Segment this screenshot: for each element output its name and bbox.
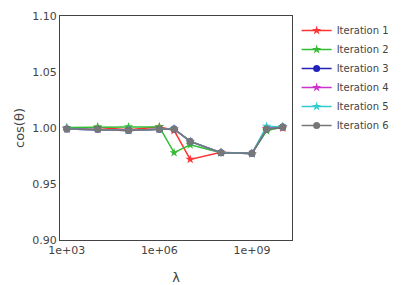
svg-text:Iteration 2: Iteration 2	[337, 44, 389, 55]
svg-text:1e+03: 1e+03	[48, 244, 85, 257]
svg-text:Iteration 4: Iteration 4	[337, 82, 389, 93]
svg-text:1.00: 1.00	[32, 122, 57, 135]
svg-text:Iteration 3: Iteration 3	[337, 63, 389, 74]
svg-text:Iteration 6: Iteration 6	[337, 120, 389, 131]
svg-text:Iteration 1: Iteration 1	[337, 25, 389, 36]
svg-text:cos(θ): cos(θ)	[12, 108, 27, 148]
svg-text:1.05: 1.05	[32, 66, 57, 79]
svg-text:0.95: 0.95	[32, 178, 57, 191]
svg-text:Iteration 5: Iteration 5	[337, 101, 389, 112]
svg-text:1e+06: 1e+06	[141, 244, 178, 257]
svg-text:1.10: 1.10	[32, 10, 57, 23]
svg-text:λ: λ	[172, 270, 180, 285]
svg-text:0.90: 0.90	[32, 234, 57, 247]
svg-text:1e+09: 1e+09	[233, 244, 270, 257]
